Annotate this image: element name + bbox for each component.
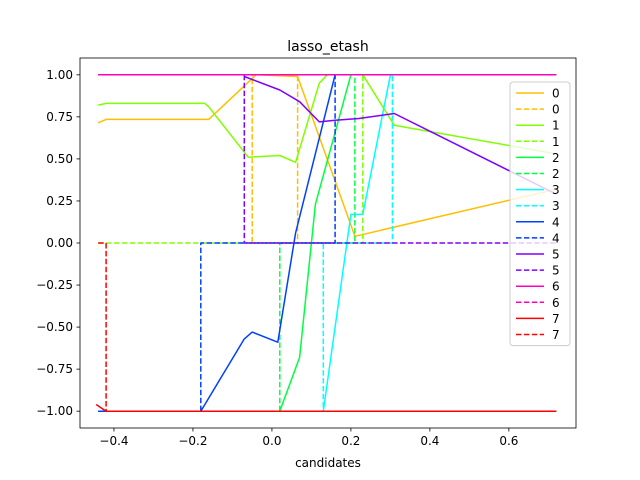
y-tick-label: −0.75: [36, 362, 73, 376]
legend-label: 4: [552, 231, 560, 245]
x-axis-label: candidates: [295, 456, 361, 470]
legend: 0 0 1 1 2 2 3 3 4 4 5 5 6 6 7 7: [509, 81, 571, 347]
y-tick-label: 0.75: [46, 110, 73, 124]
legend-label: 5: [552, 264, 560, 278]
x-tick-label: 0.6: [499, 434, 518, 448]
series-line-14: [95, 403, 557, 412]
chart-title: lasso_etash: [287, 39, 368, 55]
legend-label: 7: [552, 328, 560, 342]
y-tick-label: −0.50: [36, 320, 73, 334]
series-line-2: [98, 74, 557, 164]
legend-label: 5: [552, 248, 560, 262]
legend-label: 1: [552, 119, 560, 133]
x-tick-label: −0.2: [178, 434, 207, 448]
y-tick-label: −1.00: [36, 404, 73, 418]
legend-label: 1: [552, 135, 560, 149]
y-tick-label: 0.00: [46, 236, 73, 250]
y-tick-label: 1.00: [46, 68, 73, 82]
legend-label: 3: [552, 183, 560, 197]
y-tick-label: 0.25: [46, 194, 73, 208]
legend-label: 6: [552, 296, 560, 310]
legend-label: 6: [552, 280, 560, 294]
legend-label: 2: [552, 151, 560, 165]
legend-label: 0: [552, 87, 560, 101]
x-tick-label: −0.4: [99, 434, 128, 448]
legend-label: 3: [552, 199, 560, 213]
legend-label: 7: [552, 312, 560, 326]
series-line-0: [97, 74, 557, 238]
series-line-8: [98, 74, 557, 412]
series-line-10: [244, 75, 557, 195]
legend-label: 2: [552, 167, 560, 181]
x-tick-label: 0.0: [262, 434, 281, 448]
series-line-15: [98, 242, 557, 412]
legend-box: [509, 81, 571, 347]
series-line-11: [243, 74, 557, 244]
y-tick-label: −0.25: [36, 278, 73, 292]
legend-label: 0: [552, 103, 560, 117]
y-tick-label: 0.50: [46, 152, 73, 166]
legend-label: 4: [552, 215, 560, 229]
x-tick-label: 0.2: [341, 434, 360, 448]
x-tick-label: 0.4: [420, 434, 439, 448]
